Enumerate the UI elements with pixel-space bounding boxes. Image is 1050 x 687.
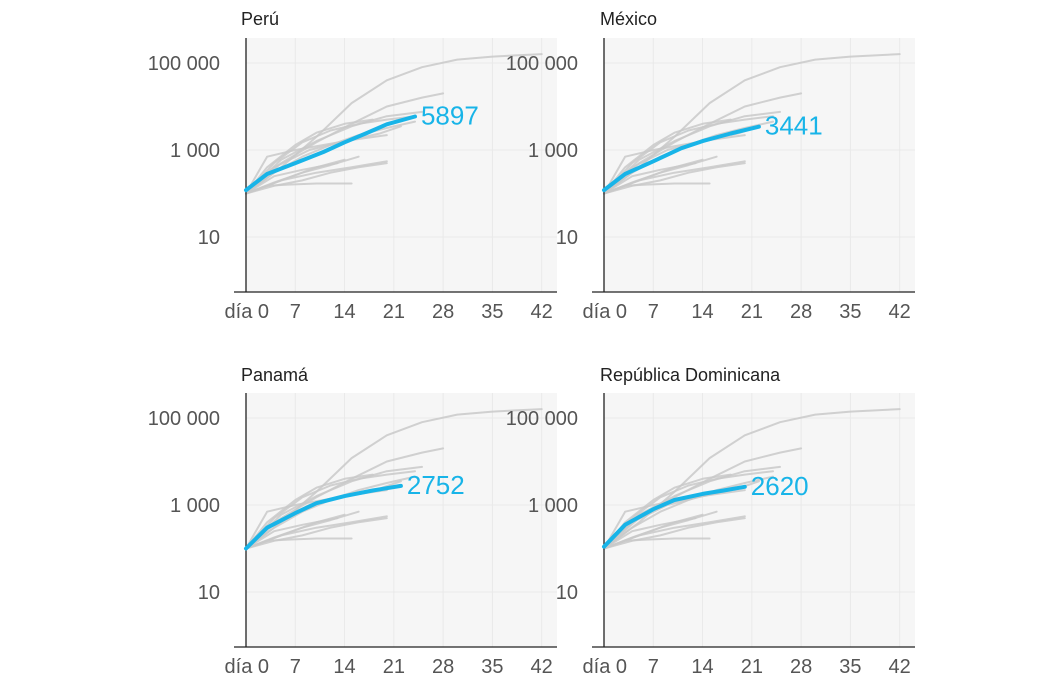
y-tick-label: 10 bbox=[198, 227, 220, 249]
highlight-series-line bbox=[244, 114, 417, 193]
x-tick-label: 7 bbox=[648, 301, 659, 323]
panel-title: República Dominicana bbox=[600, 365, 781, 385]
end-value-label: 3441 bbox=[765, 111, 823, 141]
panel-title: Perú bbox=[241, 9, 279, 29]
background-country-line bbox=[603, 513, 704, 550]
background-country-line bbox=[603, 162, 746, 195]
x-tick-label: 14 bbox=[333, 301, 355, 323]
background-country-line bbox=[603, 517, 746, 550]
end-value-label: 5897 bbox=[421, 100, 479, 130]
x-tick-label: 28 bbox=[790, 301, 812, 323]
panel-title: México bbox=[600, 9, 657, 29]
highlight-series-line bbox=[602, 484, 747, 549]
x-tick-label: 28 bbox=[432, 301, 454, 323]
chart-panel: 2752 Panamá 10 1 000 100 000 día 0 7 14 21 28 35 42 bbox=[148, 365, 557, 678]
y-tick-label: 1 000 bbox=[528, 495, 578, 517]
x-tick-label: día 0 bbox=[583, 301, 627, 323]
x-tick-label: 14 bbox=[333, 656, 355, 678]
background-country-line bbox=[603, 110, 781, 195]
x-tick-label: 35 bbox=[839, 301, 861, 323]
background-country-line bbox=[245, 115, 416, 195]
x-tick-label: 7 bbox=[648, 656, 659, 678]
background-country-line bbox=[245, 162, 388, 195]
background-country-line bbox=[603, 470, 774, 550]
x-tick-label: 42 bbox=[889, 301, 911, 323]
background-country-line bbox=[603, 118, 732, 195]
x-tick-label: 28 bbox=[790, 656, 812, 678]
x-tick-label: 35 bbox=[839, 656, 861, 678]
x-tick-label: día 0 bbox=[225, 301, 269, 323]
background-country-line bbox=[245, 470, 416, 550]
x-tick-label: 14 bbox=[691, 656, 713, 678]
y-tick-label: 10 bbox=[198, 582, 220, 604]
x-tick-label: 21 bbox=[383, 301, 405, 323]
background-country-line bbox=[245, 134, 388, 195]
x-tick-label: 7 bbox=[290, 301, 301, 323]
x-tick-label: 7 bbox=[290, 656, 301, 678]
background-country-line bbox=[245, 158, 346, 195]
panel-background bbox=[246, 38, 557, 292]
y-tick-label: 100 000 bbox=[148, 53, 220, 75]
background-country-line bbox=[245, 110, 423, 195]
x-tick-label: 21 bbox=[741, 301, 763, 323]
panel-background bbox=[604, 38, 915, 292]
x-tick-label: día 0 bbox=[225, 656, 269, 678]
x-tick-label: 42 bbox=[531, 656, 553, 678]
highlight-series-line bbox=[602, 124, 761, 193]
x-tick-label: 21 bbox=[741, 656, 763, 678]
y-tick-label: 100 000 bbox=[506, 53, 578, 75]
chart-panel: 5897 Perú 10 1 000 100 000 día 0 7 14 21 28 35 42 bbox=[148, 9, 557, 323]
y-tick-label: 10 bbox=[556, 582, 578, 604]
background-country-line bbox=[245, 473, 374, 550]
y-tick-label: 100 000 bbox=[506, 408, 578, 430]
x-tick-label: 42 bbox=[889, 656, 911, 678]
y-tick-label: 1 000 bbox=[170, 140, 220, 162]
x-tick-label: 42 bbox=[531, 301, 553, 323]
x-tick-label: 21 bbox=[383, 656, 405, 678]
background-country-line bbox=[245, 465, 423, 550]
background-country-line bbox=[603, 158, 704, 195]
x-tick-label: 28 bbox=[432, 656, 454, 678]
panel-background bbox=[604, 393, 915, 647]
y-tick-label: 1 000 bbox=[170, 495, 220, 517]
y-tick-label: 100 000 bbox=[148, 408, 220, 430]
background-country-line bbox=[603, 115, 774, 195]
background-country-line bbox=[245, 513, 346, 550]
panel-title: Panamá bbox=[241, 365, 309, 385]
end-value-label: 2620 bbox=[751, 471, 809, 501]
x-tick-label: 14 bbox=[691, 301, 713, 323]
x-tick-label: 35 bbox=[481, 301, 503, 323]
background-country-line bbox=[245, 118, 374, 195]
y-tick-label: 1 000 bbox=[528, 140, 578, 162]
end-value-label: 2752 bbox=[407, 470, 465, 500]
y-tick-label: 10 bbox=[556, 227, 578, 249]
background-country-line bbox=[245, 517, 388, 550]
chart-panel: 2620 República Dominicana 10 1 000 100 000 dí… bbox=[506, 365, 915, 678]
highlight-series-line bbox=[244, 483, 403, 551]
chart-panel: 3441 México 10 1 000 100 000 día 0 7 14 21 28 35 42 bbox=[506, 9, 915, 323]
panel-background bbox=[246, 393, 557, 647]
x-tick-label: 35 bbox=[481, 656, 503, 678]
x-tick-label: día 0 bbox=[583, 656, 627, 678]
